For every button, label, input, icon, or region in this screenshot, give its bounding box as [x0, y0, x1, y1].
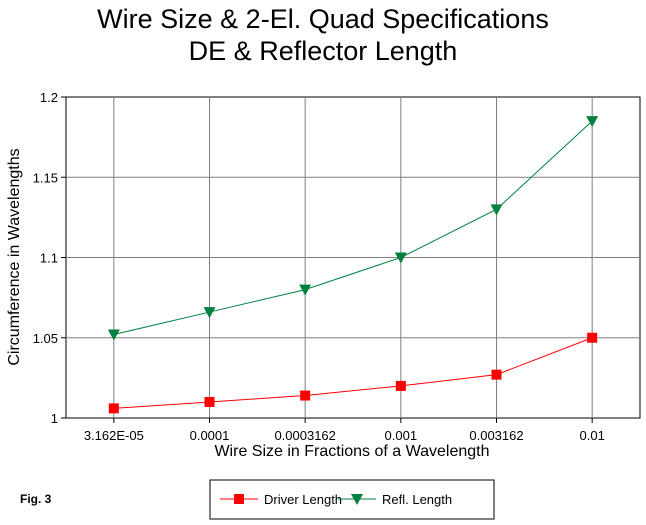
y-axis-label: Circumference in Wavelengths [6, 148, 23, 365]
series-group [107, 116, 599, 414]
x-tick-label: 3.162E-05 [84, 428, 144, 443]
x-axis: 3.162E-05 0.0001 0.0003162 0.001 0.003162 0.0… [84, 418, 605, 443]
chart-title-line-2: DE & Reflector Length [189, 36, 458, 66]
series-2 [107, 116, 599, 341]
grid [66, 97, 640, 418]
legend-marker [351, 494, 363, 505]
x-axis-label: Wire Size in Fractions of a Wavelength [214, 443, 489, 460]
legend-item: Driver Length [220, 492, 342, 507]
legend-label: Refl. Length [382, 492, 452, 507]
legend-items: Driver Length Refl. Length [220, 492, 452, 507]
data-point [107, 329, 120, 341]
data-point [587, 332, 598, 343]
data-point [586, 116, 599, 128]
legend: Driver Length Refl. Length [209, 479, 495, 520]
data-point [203, 307, 216, 319]
chart-title: Wire Size & 2-El. Quad Specifications DE… [97, 4, 549, 66]
legend-item: Refl. Length [338, 492, 452, 507]
data-point [300, 390, 311, 401]
series-line [113, 337, 593, 409]
y-tick-label: 1.2 [40, 90, 58, 105]
x-tick-label: 0.01 [580, 428, 605, 443]
data-point [108, 403, 119, 414]
y-tick-label: 1.05 [33, 331, 58, 346]
x-tick-label: 0.003162 [469, 428, 523, 443]
x-tick-label: 0.0003162 [274, 428, 335, 443]
y-axis: 1 1.05 1.1 1.15 1.2 [33, 90, 66, 426]
series-1 [108, 332, 598, 414]
y-tick-label: 1.1 [40, 251, 58, 266]
legend-label: Driver Length [264, 492, 342, 507]
figure-label: Fig. 3 [20, 492, 52, 506]
y-tick-label: 1 [51, 411, 58, 426]
y-tick-label: 1.15 [33, 170, 58, 185]
x-tick-label: 0.0001 [190, 428, 230, 443]
data-point [204, 396, 215, 407]
data-point [491, 369, 502, 380]
legend-marker [234, 494, 244, 504]
series-line [113, 120, 593, 336]
data-point [299, 284, 312, 296]
chart-title-line-1: Wire Size & 2-El. Quad Specifications [97, 4, 549, 34]
x-tick-label: 0.001 [385, 428, 418, 443]
data-point [394, 252, 407, 264]
data-point [395, 380, 406, 391]
data-point [490, 204, 503, 216]
